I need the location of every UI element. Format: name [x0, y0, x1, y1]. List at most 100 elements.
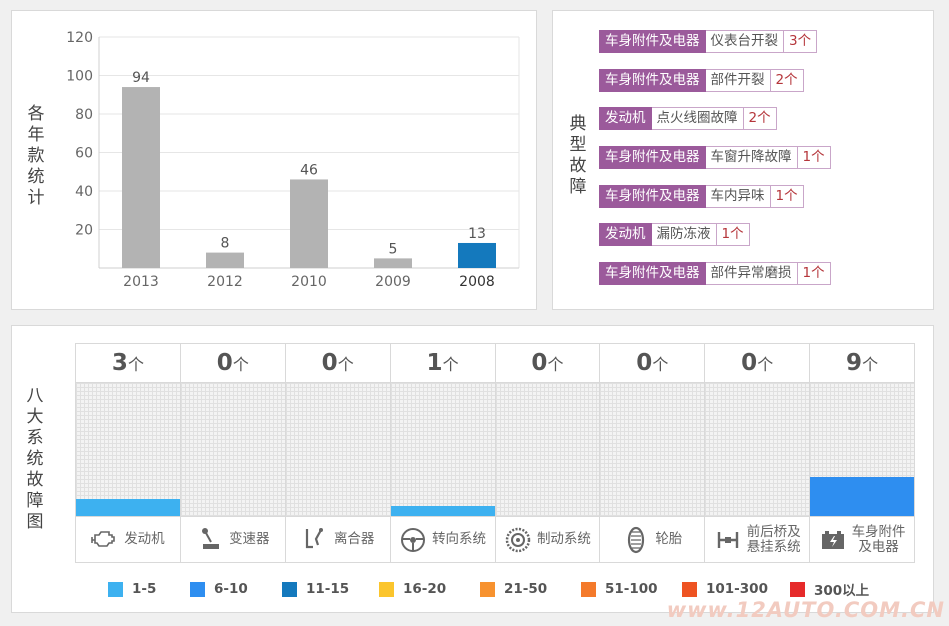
system-level-area: [600, 383, 705, 517]
fault-count: 1个: [797, 262, 831, 286]
y-tick-label: 60: [75, 146, 93, 162]
bar-2012[interactable]: [206, 252, 244, 268]
fault-name[interactable]: 车内异味: [705, 184, 771, 208]
y-tick-label: 20: [75, 223, 93, 239]
fault-name[interactable]: 车窗升降故障: [705, 146, 798, 170]
system-label[interactable]: 轮胎: [600, 517, 705, 562]
site-watermark: www.12AUTO.COM.CN: [666, 598, 945, 622]
system-column[interactable]: 0个轮胎: [599, 344, 705, 562]
system-column[interactable]: 0个变速器: [179, 344, 285, 562]
system-label[interactable]: 发动机: [76, 517, 180, 562]
fault-category-tag[interactable]: 车身附件及电器: [599, 30, 706, 53]
fault-category-tag[interactable]: 发动机: [599, 223, 652, 247]
system-label-text: 离合器: [333, 531, 375, 547]
bar-2008[interactable]: [458, 242, 496, 268]
system-fault-count: 0个: [600, 344, 705, 383]
yearly-stats-title: 各年款统计: [27, 104, 45, 208]
fault-item[interactable]: 车身附件及电器 部件异常磨损 1个: [599, 262, 831, 286]
system-label[interactable]: 转向系统: [390, 517, 495, 562]
system-column[interactable]: 1个转向系统: [389, 344, 495, 562]
x-tick-label: 2009: [375, 274, 411, 290]
bar-2013[interactable]: [122, 87, 160, 268]
system-level-fill: [810, 476, 914, 516]
fault-item[interactable]: 发动机 漏防冻液 1个: [599, 223, 831, 247]
count-unit: 个: [757, 355, 774, 374]
fault-name[interactable]: 部件异常磨损: [705, 262, 798, 286]
count-unit: 个: [862, 355, 879, 374]
systems-grid: 3个 发动机 0个 变速器 0个 离合器 1个 转向系统 0个 制动系统 0个 轮胎 0个 前后桥及 悬挂系…: [75, 343, 915, 563]
count-unit: 个: [232, 355, 249, 374]
bar-value-label: 13: [468, 226, 486, 242]
system-level-area: [180, 383, 285, 517]
system-column[interactable]: 9个车身附件 及电器: [809, 344, 914, 562]
system-fault-count: 0个: [495, 344, 600, 383]
legend-item: 6-10: [190, 579, 282, 599]
bar-2010[interactable]: [290, 179, 328, 268]
count-number: 9: [846, 350, 863, 376]
legend-label: 1-5: [132, 581, 157, 597]
system-fault-count: 0个: [180, 344, 285, 383]
legend-item: 11-15: [282, 579, 379, 599]
fault-item[interactable]: 车身附件及电器 车窗升降故障 1个: [599, 146, 831, 170]
fault-category-tag[interactable]: 车身附件及电器: [599, 68, 706, 92]
count-number: 0: [636, 350, 653, 376]
legend-swatch: [581, 581, 596, 597]
fault-name[interactable]: 仪表台开裂: [705, 30, 784, 53]
eight-systems-title: 八大系统故障图: [26, 386, 44, 532]
count-unit: 个: [442, 355, 459, 374]
system-column[interactable]: 0个前后桥及 悬挂系统: [704, 344, 810, 562]
fault-item[interactable]: 车身附件及电器 车内异味 1个: [599, 184, 831, 208]
fault-count: 2个: [770, 68, 804, 92]
system-level-area: [810, 383, 914, 517]
system-fault-count: 0个: [705, 344, 810, 383]
fault-category-tag[interactable]: 车身附件及电器: [599, 184, 706, 208]
fault-name[interactable]: 点火线圈故障: [651, 107, 744, 131]
tire-icon: [628, 526, 645, 553]
count-unit: 个: [547, 355, 564, 374]
system-column[interactable]: 3个 发动机: [76, 344, 180, 562]
count-number: 3: [111, 350, 128, 376]
fault-item[interactable]: 车身附件及电器 仪表台开裂 3个: [599, 30, 831, 53]
fault-count: 2个: [743, 107, 777, 131]
system-label[interactable]: 变速器: [180, 517, 285, 562]
count-number: 0: [741, 350, 758, 376]
system-label[interactable]: 制动系统: [495, 517, 600, 562]
typical-faults-title: 典型故障: [569, 114, 587, 197]
fault-count: 1个: [716, 223, 750, 247]
fault-count: 1个: [770, 184, 804, 208]
fault-item[interactable]: 车身附件及电器 部件开裂 2个: [599, 68, 831, 92]
system-column[interactable]: 0个制动系统: [494, 344, 600, 562]
system-label-text: 轮胎: [655, 531, 683, 547]
bar-value-label: 5: [389, 241, 398, 257]
typical-faults-panel: 典型故障 车身附件及电器 仪表台开裂 3个 车身附件及电器 部件开裂 2个 发动机 点火线圈故…: [552, 10, 934, 310]
legend-swatch: [282, 581, 297, 597]
bar-2009[interactable]: [374, 258, 412, 268]
bar-value-label: 8: [221, 236, 230, 252]
fault-category-tag[interactable]: 发动机: [599, 107, 652, 131]
system-label-text: 前后桥及 悬挂系统: [746, 523, 801, 555]
y-tick-label: 40: [75, 184, 93, 200]
y-tick-label: 80: [75, 107, 93, 123]
system-level-area: [285, 383, 390, 517]
x-tick-label: 2010: [291, 274, 327, 290]
eight-systems-panel: 八大系统故障图 3个 发动机 0个 变速器 0个 离合器 1个 转向系统 0个 制动系统 0个 轮胎 0…: [11, 325, 934, 613]
fault-count: 3个: [784, 30, 818, 53]
fault-count: 1个: [797, 146, 831, 170]
system-level-area: [705, 383, 810, 517]
y-tick-label: 100: [66, 69, 93, 85]
system-label[interactable]: 离合器: [285, 517, 390, 562]
fault-category-tag[interactable]: 车身附件及电器: [599, 262, 706, 286]
system-level-area: [76, 383, 180, 517]
legend-item: 51-100: [581, 579, 682, 599]
system-label[interactable]: 前后桥及 悬挂系统: [705, 517, 810, 562]
fault-name[interactable]: 部件开裂: [705, 68, 771, 92]
fault-category-tag[interactable]: 车身附件及电器: [599, 146, 706, 170]
system-column[interactable]: 0个 离合器: [284, 344, 390, 562]
system-level-area: [495, 383, 600, 517]
battery-icon: [821, 530, 844, 549]
system-label[interactable]: 车身附件 及电器: [810, 517, 914, 562]
count-number: 1: [426, 350, 443, 376]
fault-name[interactable]: 漏防冻液: [651, 223, 717, 247]
y-tick-label: 120: [66, 30, 93, 46]
fault-item[interactable]: 发动机 点火线圈故障 2个: [599, 107, 831, 131]
